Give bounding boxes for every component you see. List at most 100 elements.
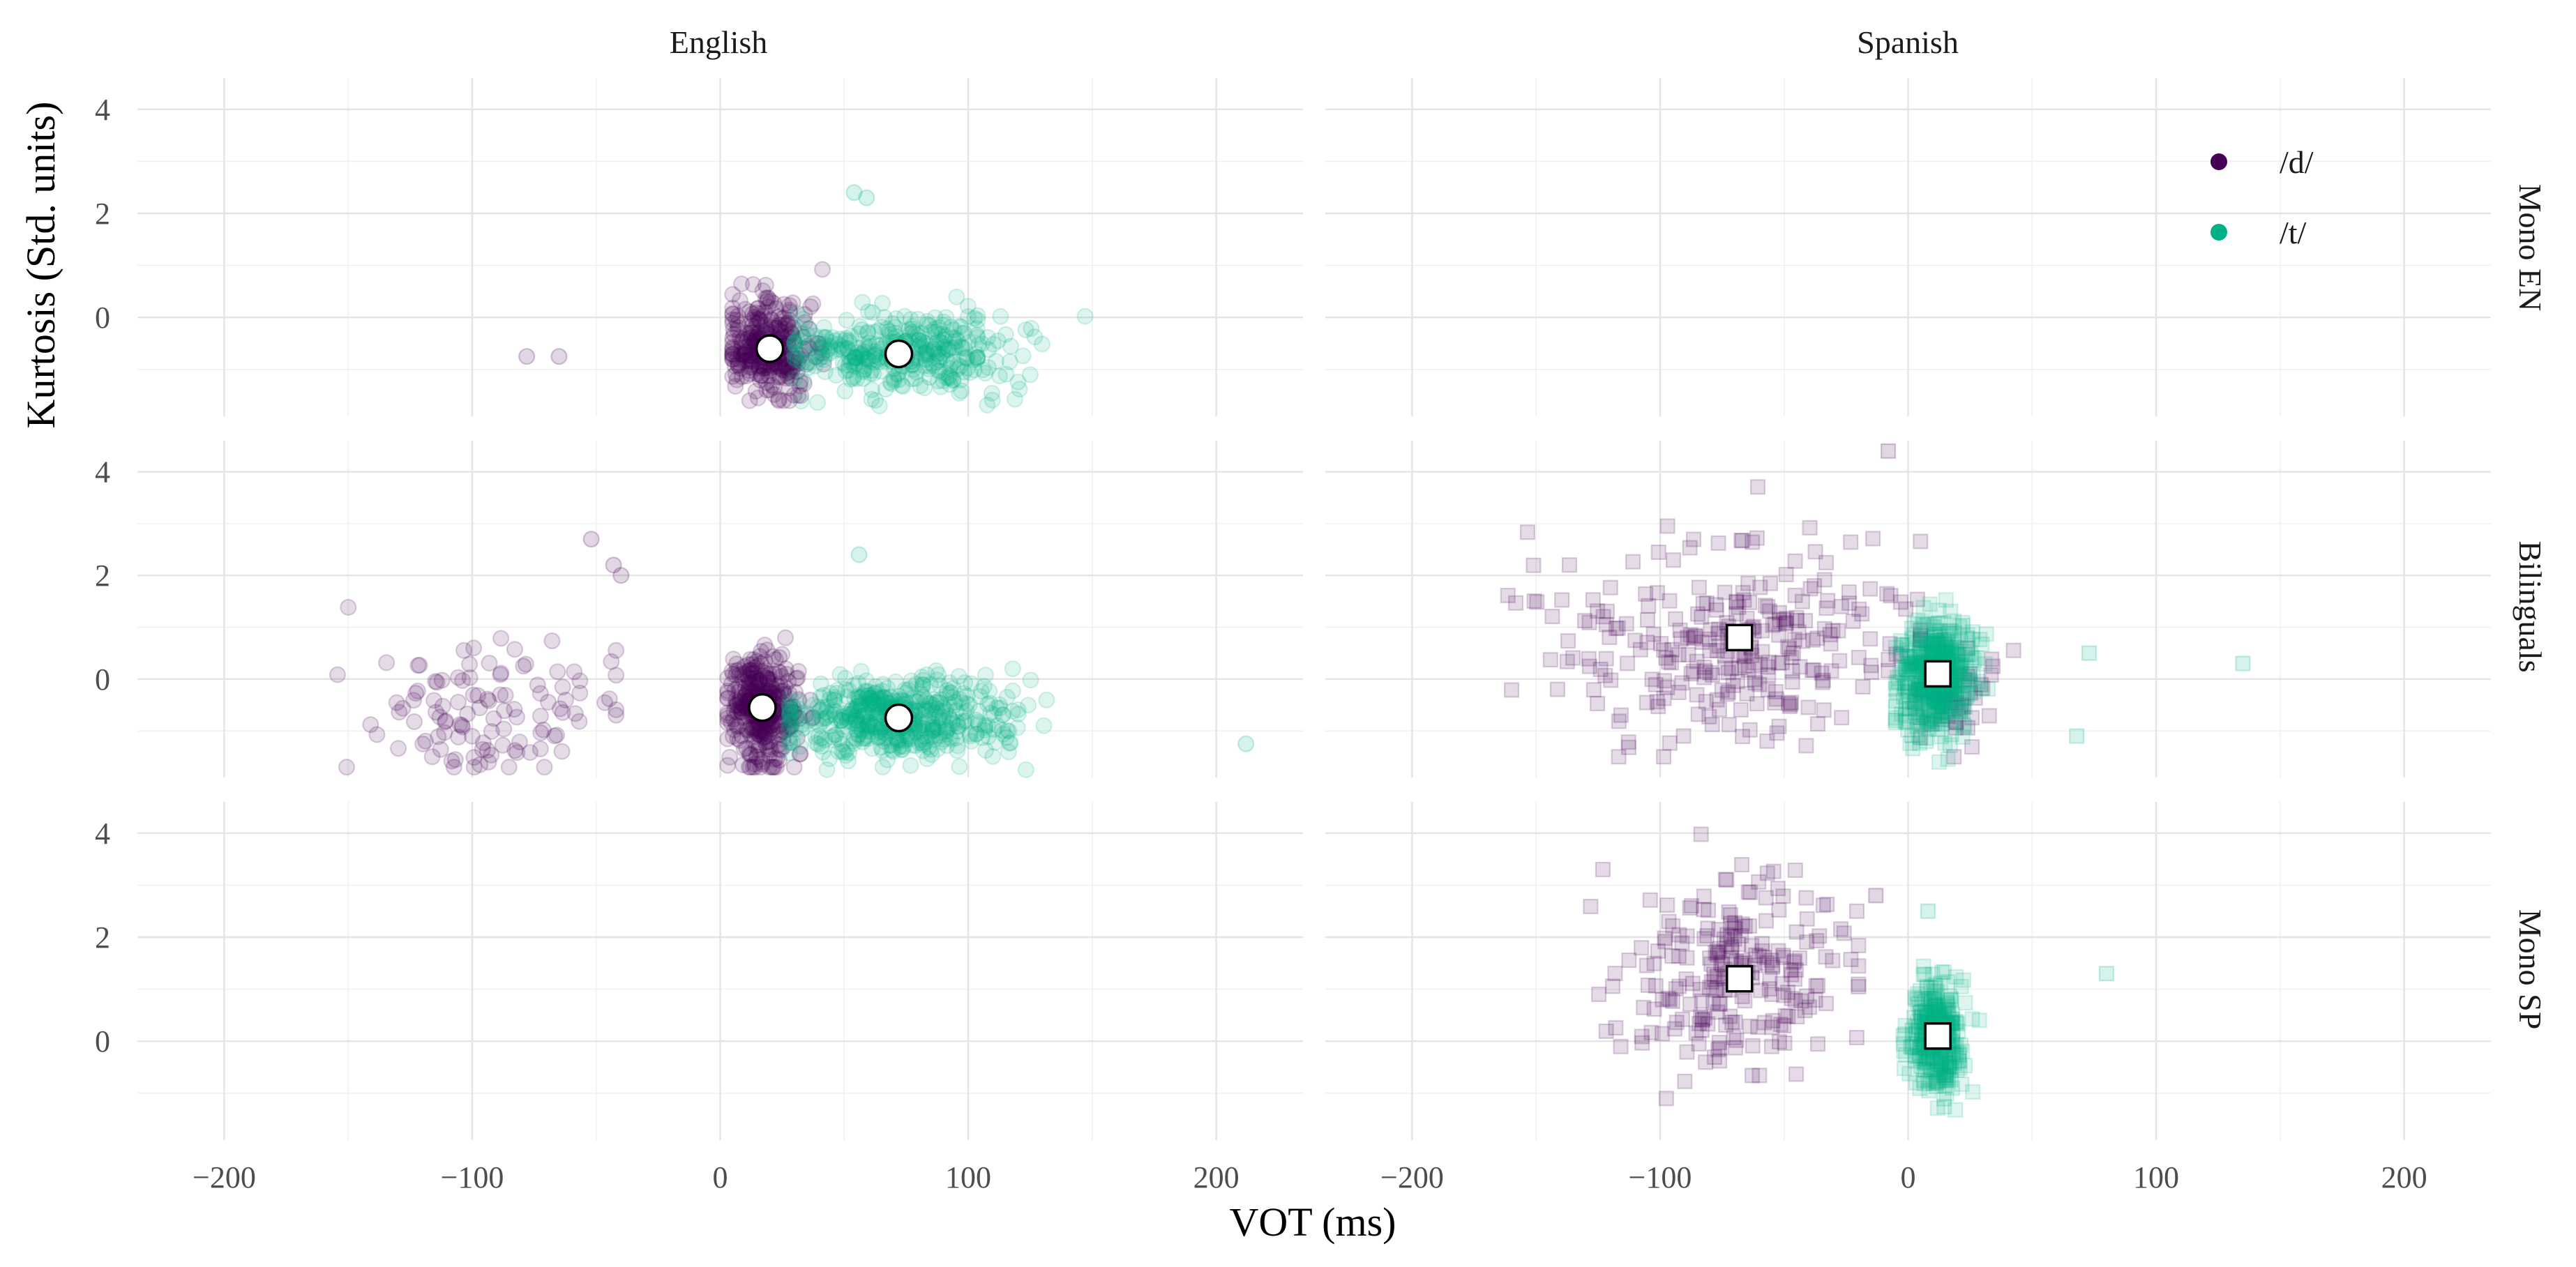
data-point xyxy=(1863,665,1880,681)
data-point xyxy=(1659,518,1675,534)
data-point xyxy=(806,357,824,374)
data-point xyxy=(959,297,977,315)
data-point xyxy=(1011,381,1028,398)
data-point xyxy=(980,341,997,358)
data-point xyxy=(864,692,882,711)
data-point xyxy=(929,331,947,349)
data-point xyxy=(1816,572,1832,588)
data-point xyxy=(968,349,986,366)
data-point xyxy=(933,348,951,366)
data-point xyxy=(492,630,510,647)
data-point xyxy=(1698,1054,1714,1070)
data-point xyxy=(799,340,816,357)
data-point xyxy=(848,370,866,388)
data-point xyxy=(960,333,977,351)
outlier-point xyxy=(2235,655,2251,672)
data-point xyxy=(596,694,614,711)
data-point xyxy=(812,339,829,356)
data-point xyxy=(430,728,447,745)
data-point xyxy=(769,368,787,386)
data-point xyxy=(1784,674,1800,690)
data-point xyxy=(1634,940,1650,956)
points-spanish-bilinguals xyxy=(1500,443,2251,770)
data-point xyxy=(951,358,969,375)
data-point xyxy=(752,312,769,329)
data-point xyxy=(799,326,816,344)
data-point xyxy=(759,298,777,316)
data-point xyxy=(1659,897,1675,913)
data-point xyxy=(861,365,880,382)
data-point xyxy=(719,684,737,701)
data-point xyxy=(859,324,877,342)
data-point xyxy=(953,325,970,342)
outlier-point xyxy=(2098,966,2115,982)
data-point xyxy=(863,362,881,379)
data-point xyxy=(821,337,838,355)
data-point xyxy=(744,311,761,329)
data-point xyxy=(736,346,754,364)
data-point xyxy=(937,326,955,344)
data-point xyxy=(771,367,788,384)
data-point xyxy=(724,346,741,363)
data-point xyxy=(480,692,497,710)
data-point xyxy=(912,340,930,358)
data-point xyxy=(1742,1018,1758,1034)
data-point xyxy=(788,349,805,367)
data-point xyxy=(786,335,804,354)
data-point xyxy=(853,353,871,370)
data-point xyxy=(1888,710,1904,726)
data-point xyxy=(785,350,804,367)
data-point xyxy=(601,690,618,708)
data-point xyxy=(1771,1033,1788,1050)
data-point xyxy=(1014,347,1032,365)
data-point xyxy=(508,708,526,726)
data-point xyxy=(850,325,868,342)
data-point xyxy=(770,390,788,408)
data-point xyxy=(845,676,862,694)
data-point xyxy=(742,351,760,368)
data-point xyxy=(747,669,764,687)
data-point xyxy=(754,308,771,325)
x-tick-label: −100 xyxy=(1629,1160,1692,1194)
data-point xyxy=(723,713,740,731)
data-point xyxy=(752,721,769,738)
data-point xyxy=(907,370,924,388)
legend: /d/ /t/ xyxy=(2210,144,2314,250)
data-point xyxy=(608,667,625,684)
data-point xyxy=(1809,1036,1826,1052)
data-point xyxy=(608,701,625,718)
data-point xyxy=(1639,635,1655,651)
data-point xyxy=(785,358,803,376)
data-point xyxy=(854,361,872,379)
data-point xyxy=(776,629,794,646)
data-point xyxy=(824,342,842,360)
data-point xyxy=(929,326,947,343)
data-point xyxy=(834,342,851,359)
outlier-point xyxy=(612,567,630,584)
data-point xyxy=(913,337,931,355)
data-point xyxy=(764,759,782,776)
data-point xyxy=(1724,939,1740,955)
data-point xyxy=(921,358,938,375)
data-point xyxy=(474,741,491,758)
data-point xyxy=(1848,903,1865,919)
outlier-point xyxy=(1868,888,1884,904)
data-point xyxy=(826,332,844,349)
data-point xyxy=(735,345,753,363)
data-point xyxy=(771,316,789,334)
data-point xyxy=(757,276,774,294)
data-point xyxy=(801,320,818,338)
data-point xyxy=(1888,639,1904,655)
data-point xyxy=(394,699,412,717)
data-point xyxy=(926,343,943,361)
data-point xyxy=(916,357,933,374)
data-point xyxy=(1640,977,1656,994)
data-point xyxy=(737,686,755,704)
data-point xyxy=(566,663,583,681)
data-point xyxy=(902,757,919,774)
data-point xyxy=(952,318,970,336)
data-point xyxy=(741,392,758,409)
panel-layer: 0 2 4 0 2 4 0 2 4 −200 −100 0 100 200 −200 −100 0 100 200 xyxy=(95,78,2491,1194)
data-point xyxy=(836,356,854,374)
data-point xyxy=(953,338,970,356)
